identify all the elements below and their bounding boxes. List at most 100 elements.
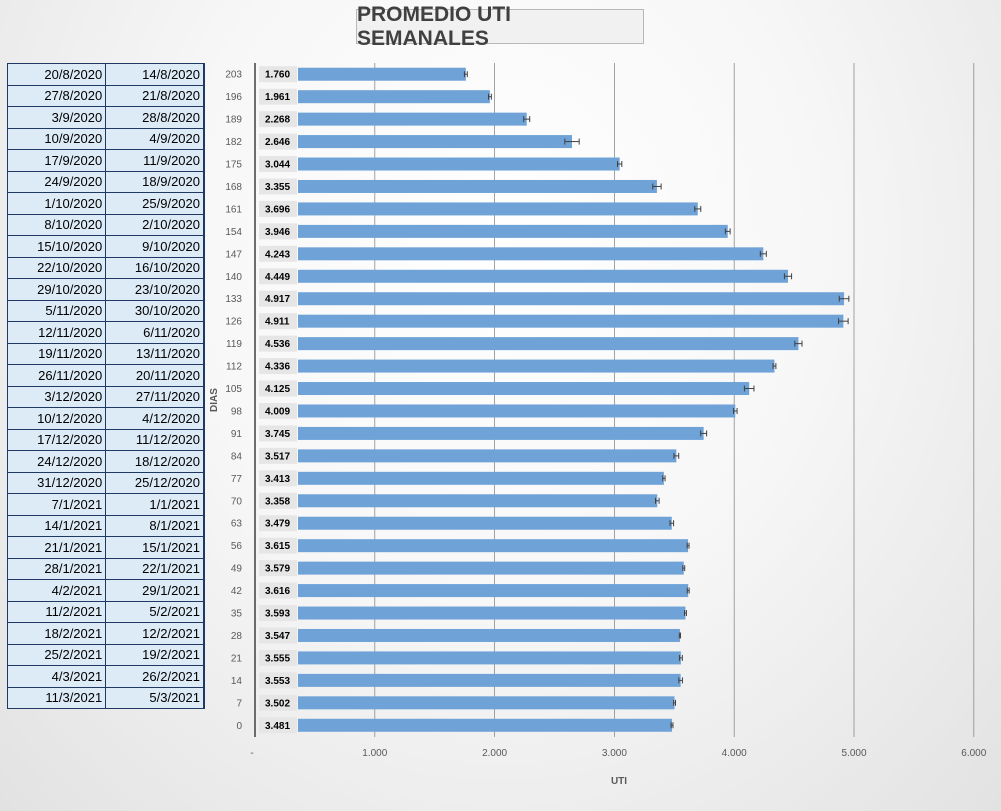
error-bar (670, 722, 674, 729)
start-date-cell: 25/9/2020 (105, 192, 206, 215)
day-label: 91 (231, 429, 243, 440)
value-label-bg (259, 200, 297, 217)
start-date-cell: 27/11/2020 (105, 386, 206, 408)
error-bar (783, 273, 793, 280)
end-date-cell: 8/10/2020 (6, 214, 107, 236)
value-label: 3.547 (265, 631, 290, 642)
error-bar (700, 430, 708, 437)
value-label-bg (259, 537, 297, 554)
value-label: 3.355 (265, 182, 290, 193)
start-date-cell: 8/1/2021 (105, 515, 206, 537)
bar (298, 224, 728, 238)
value-label-bg (259, 605, 297, 622)
table-row: 7/1/2021 1/1/2021 (6, 493, 206, 516)
bars (298, 67, 850, 732)
day-label: 147 (225, 249, 242, 260)
end-date-cell: 29/10/2020 (6, 278, 107, 301)
end-date-cell: 4/2/2021 (6, 579, 107, 602)
value-label-bg (259, 649, 297, 666)
table-row: 14/1/2021 8/1/2021 (6, 515, 206, 537)
value-label: 3.044 (265, 160, 290, 171)
value-label: 3.553 (265, 676, 290, 687)
bar (298, 539, 689, 553)
table-row: 1/10/2020 25/9/2020 (6, 192, 206, 215)
day-label: 28 (231, 631, 243, 642)
value-label-bg (259, 380, 297, 397)
value-label-bg (259, 245, 297, 262)
value-label-bg (259, 425, 297, 442)
table-row: 20/8/2020 14/8/2020 (6, 63, 206, 86)
value-label-bg (259, 156, 297, 173)
end-date-cell: 1/10/2020 (6, 192, 107, 215)
labels: 1.760 203 1.961 196 2.268 189 2.646 182 3.044 175… (225, 66, 297, 734)
value-label: 3.517 (265, 451, 290, 462)
start-date-cell: 1/1/2021 (105, 493, 206, 516)
table-row: 24/12/2020 18/12/2020 (6, 450, 206, 473)
end-date-cell: 18/2/2021 (6, 622, 107, 645)
value-label-bg (259, 111, 297, 128)
value-label-bg (259, 223, 297, 240)
start-date-cell: 18/12/2020 (105, 450, 206, 473)
value-label-bg (259, 290, 297, 307)
error-bar (772, 363, 777, 370)
end-date-cell: 21/1/2021 (6, 536, 107, 559)
start-date-cell: 4/12/2020 (105, 407, 206, 430)
table-row: 27/8/2020 21/8/2020 (6, 85, 206, 107)
value-label-bg (259, 672, 297, 689)
day-label: 35 (231, 609, 243, 620)
error-bar (652, 183, 662, 190)
day-label: 126 (225, 317, 242, 328)
start-date-cell: 21/8/2020 (105, 85, 206, 107)
error-bar (654, 497, 660, 504)
value-label: 3.745 (265, 429, 290, 440)
bar (298, 404, 736, 418)
day-label: 105 (225, 384, 242, 395)
day-label: 21 (231, 653, 243, 664)
value-label: 4.536 (265, 339, 290, 350)
bar (298, 584, 689, 598)
bar (298, 696, 675, 710)
end-date-cell: 19/11/2020 (6, 343, 107, 365)
start-date-cell: 11/9/2020 (105, 149, 206, 172)
value-label-bg (259, 560, 297, 577)
bar (298, 314, 844, 328)
bar (298, 561, 684, 575)
bar (298, 718, 673, 732)
value-label: 4.336 (265, 362, 290, 373)
error-bar (724, 228, 731, 235)
day-label: 112 (226, 362, 242, 373)
day-label: 7 (236, 698, 242, 709)
bar (298, 90, 490, 104)
error-bar (838, 318, 849, 325)
value-label-bg (259, 335, 297, 352)
value-label-bg (259, 627, 297, 644)
error-bar (463, 71, 468, 78)
x-tick-label: 1.000 (362, 748, 387, 759)
error-bar (523, 116, 531, 123)
day-label: 140 (225, 272, 242, 283)
end-date-cell: 3/12/2020 (6, 386, 107, 408)
day-label: 70 (231, 496, 243, 507)
table-row: 10/9/2020 4/9/2020 (6, 128, 206, 150)
bar (298, 67, 466, 81)
end-date-cell: 3/9/2020 (6, 106, 107, 129)
error-bar (678, 654, 683, 661)
end-date-cell: 14/1/2021 (6, 515, 107, 537)
x-tick-label: 5.000 (841, 748, 866, 759)
day-label: 84 (231, 451, 243, 462)
bar (298, 382, 750, 396)
chart-title: PROMEDIO UTI SEMANALES (356, 3, 644, 50)
value-label: 1.961 (265, 92, 290, 103)
start-date-cell: 26/2/2021 (105, 665, 206, 688)
day-label: 14 (231, 676, 243, 687)
bar (298, 516, 672, 530)
end-date-cell: 24/9/2020 (6, 171, 107, 193)
value-label-bg (259, 402, 297, 419)
table-row: 3/9/2020 28/8/2020 (6, 106, 206, 129)
bar (298, 471, 664, 485)
end-date-cell: 5/11/2020 (6, 300, 107, 322)
error-bar (743, 385, 755, 392)
end-date-cell: 31/12/2020 (6, 472, 107, 494)
start-date-cell: 5/3/2021 (105, 687, 206, 709)
x-tick-label: 4.000 (722, 748, 747, 759)
